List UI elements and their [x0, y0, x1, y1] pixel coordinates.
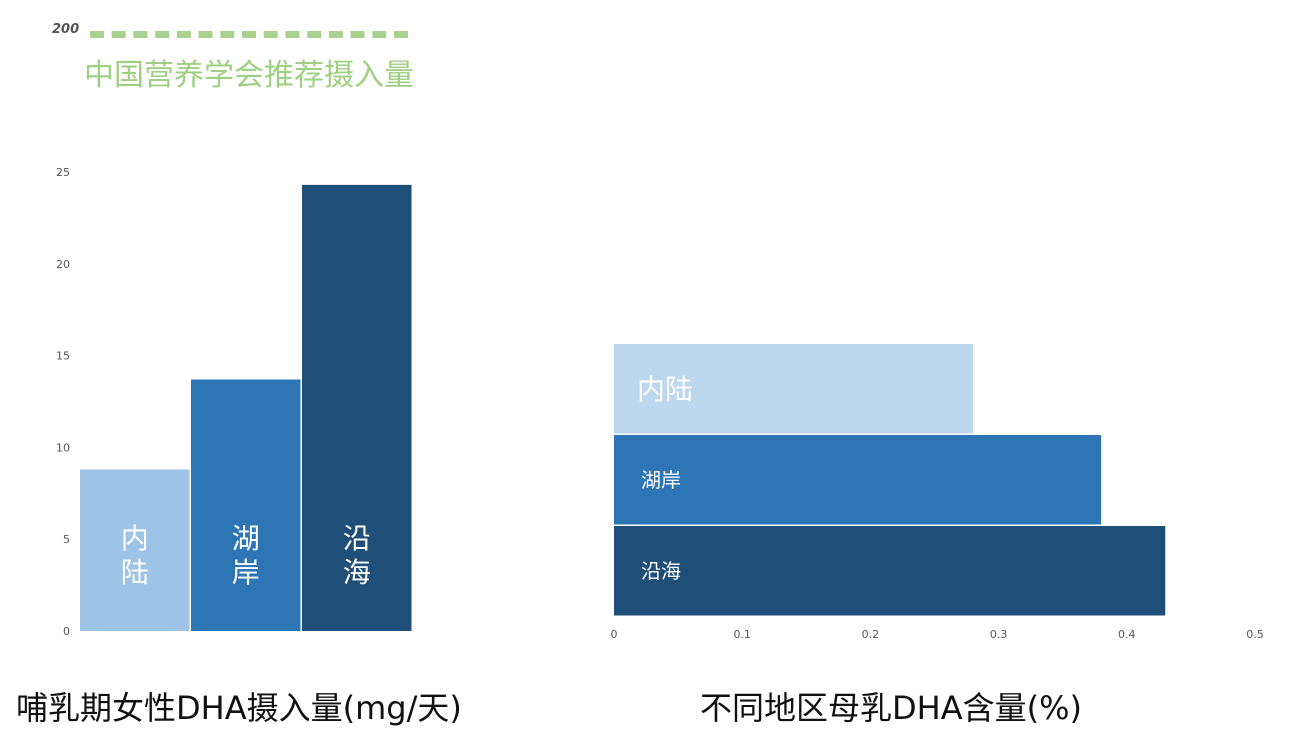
reference-value-label: 200 [52, 22, 80, 37]
x-tick-label: 0.1 [733, 628, 751, 641]
y-tick-label: 10 [56, 441, 70, 454]
bar-category-label: 海 [343, 556, 371, 589]
x-tick-label: 0.2 [862, 628, 880, 641]
y-tick-label: 15 [56, 350, 70, 363]
bar-category-label: 湖 [232, 522, 260, 555]
x-tick-label: 0 [611, 628, 618, 641]
y-tick-label: 25 [56, 166, 70, 179]
right-chart-title: 不同地区母乳DHA含量(%) [700, 689, 1082, 727]
bar-category-label: 陆 [121, 556, 149, 589]
bar [614, 344, 973, 434]
x-tick-label: 0.5 [1246, 628, 1264, 641]
bar [614, 526, 1166, 616]
y-tick-label: 20 [56, 258, 70, 271]
bar [614, 435, 1102, 525]
vertical-bar-chart: 0 5 10 15 20 25 内陆 湖岸 沿海 [56, 166, 412, 638]
bar [80, 469, 190, 631]
bar-category-label: 沿 [343, 522, 371, 555]
bar-category-label: 湖岸 [641, 468, 681, 492]
x-tick-label: 0.4 [1118, 628, 1136, 641]
y-tick-label: 5 [63, 533, 70, 546]
x-tick-label: 0.3 [990, 628, 1008, 641]
bar-category-label: 内陆 [637, 373, 693, 406]
bar [302, 184, 412, 632]
bar [191, 379, 301, 631]
bar-category-label: 沿海 [641, 559, 681, 583]
reference-dashed-line [90, 31, 408, 38]
bar-category-label: 内 [121, 522, 149, 555]
bar-category-label: 岸 [232, 556, 260, 589]
left-chart-title: 哺乳期女性DHA摄入量(mg/天) [16, 689, 462, 727]
y-tick-label: 0 [63, 625, 70, 638]
reference-label: 中国营养学会推荐摄入量 [84, 58, 414, 93]
